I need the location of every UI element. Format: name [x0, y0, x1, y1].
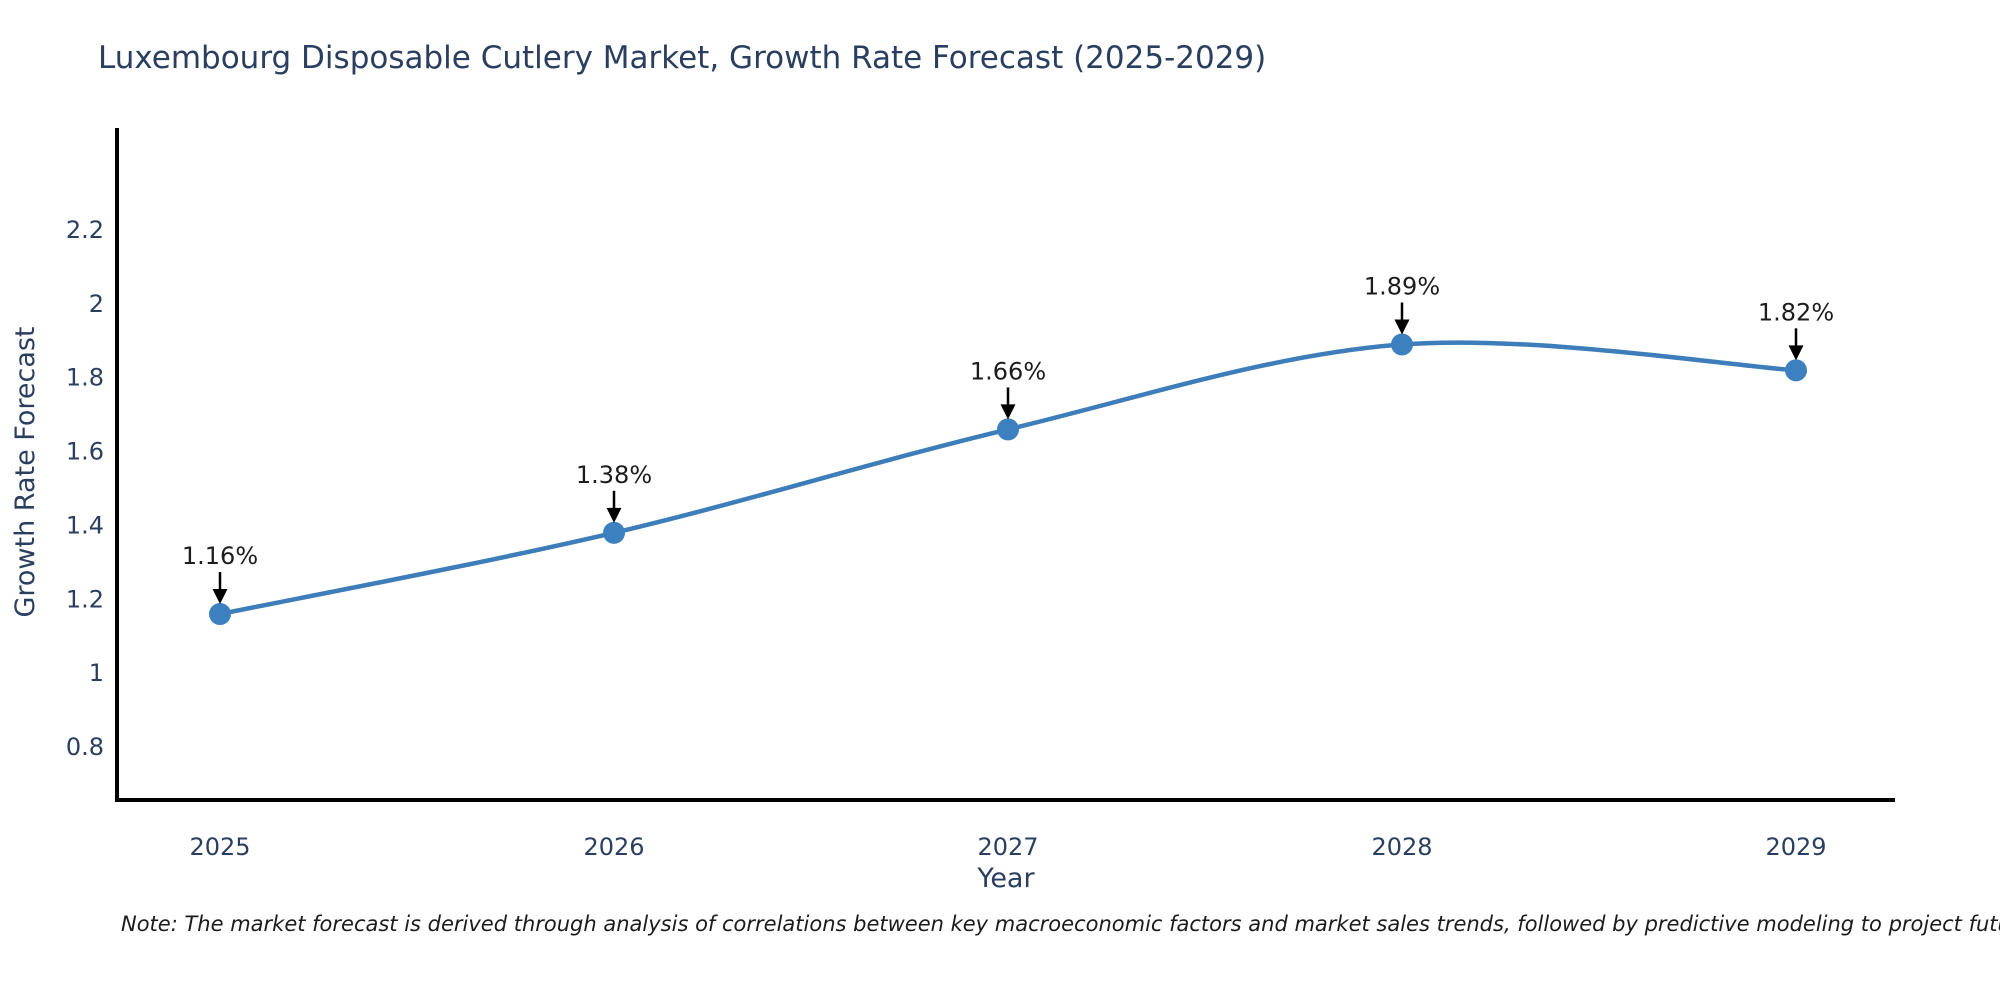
y-axis-tick-label: 0.8	[66, 733, 104, 761]
annotation-arrow-head	[606, 507, 622, 523]
x-axis-tick-label: 2026	[583, 833, 644, 861]
annotation-arrow-head	[1394, 319, 1410, 335]
footnote-text: Note: The market forecast is derived thr…	[121, 912, 2000, 936]
y-axis-tick-label: 1.4	[66, 511, 104, 539]
y-axis-tick-label: 1	[89, 659, 104, 687]
chart-title: Luxembourg Disposable Cutlery Market, Gr…	[98, 40, 1267, 76]
data-point-marker	[209, 603, 231, 626]
x-axis-tick-label: 2025	[189, 833, 250, 861]
axis-lines	[115, 128, 1895, 802]
annotation-arrow-head	[212, 589, 228, 605]
data-point-label: 1.82%	[1758, 298, 1834, 326]
x-axis-title: Year	[976, 863, 1035, 894]
y-axis-tick-label: 1.6	[66, 438, 104, 466]
data-point-label: 1.89%	[1364, 272, 1440, 300]
annotation-arrow-head	[1788, 345, 1804, 361]
data-point-marker	[1391, 333, 1413, 356]
data-point-marker	[1785, 359, 1807, 382]
y-axis-tick-label: 2	[89, 290, 104, 318]
data-point-label: 1.66%	[970, 357, 1046, 385]
y-axis-tick-label: 2.2	[66, 216, 104, 244]
data-point-marker	[603, 521, 625, 544]
y-axis-tick-label: 1.2	[66, 585, 104, 613]
data-point-label: 1.38%	[576, 461, 652, 489]
data-point-marker	[997, 418, 1019, 441]
y-axis-tick-label: 1.8	[66, 364, 104, 392]
annotation-arrow-head	[1000, 404, 1016, 420]
x-axis-tick-label: 2027	[977, 833, 1038, 861]
x-axis-tick-label: 2029	[1765, 833, 1826, 861]
data-point-label: 1.16%	[182, 542, 258, 570]
x-axis-tick-label: 2028	[1371, 833, 1432, 861]
y-axis-title: Growth Rate Forecast	[10, 326, 41, 617]
